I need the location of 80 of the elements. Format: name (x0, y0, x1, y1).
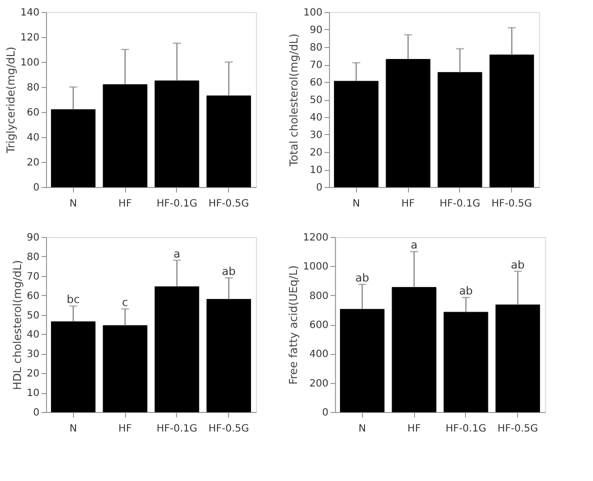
y-tick-label: 600 (309, 320, 328, 331)
bar (206, 298, 252, 412)
y-tick-label: 0 (316, 182, 322, 194)
y-tick-label: 1200 (303, 232, 328, 244)
bar (490, 54, 534, 188)
bar (154, 286, 200, 412)
y-tick-label: 100 (20, 58, 40, 68)
x-tick-label: N (69, 424, 77, 434)
y-axis-title: Free fatty acid(UEq/L) (287, 265, 300, 385)
x-tick-label: HF-0.1G (156, 198, 198, 210)
y-tick-label: 0 (33, 408, 40, 418)
y-tick-label: 40 (26, 330, 40, 341)
x-tick-label: HF (407, 424, 421, 434)
x-tick-label: HF-0.1G (446, 424, 486, 434)
y-tick-label: 100 (303, 8, 322, 18)
x-tick-label: N (352, 198, 360, 210)
y-tick-label: 80 (310, 42, 322, 54)
y-tick-label: 0 (33, 182, 40, 194)
annotation: ab (355, 271, 370, 284)
y-tick-label: 140 (20, 8, 40, 18)
bar (102, 325, 148, 412)
x-tick-label: N (69, 198, 77, 210)
x-tick-label: HF-0.5G (208, 424, 250, 434)
x-tick-label: N (358, 424, 366, 434)
x-tick-label: HF (401, 198, 415, 210)
bar (386, 59, 430, 188)
x-tick-label: HF-0.5G (492, 198, 532, 210)
bar (340, 308, 384, 412)
bar (50, 109, 96, 188)
y-tick-label: 20 (26, 368, 40, 380)
y-tick-label: 1000 (303, 262, 328, 273)
x-tick-label: HF (118, 198, 132, 210)
bar (392, 287, 436, 412)
y-tick-label: 30 (310, 130, 322, 141)
annotation: ab (510, 258, 525, 272)
annotation: ab (459, 284, 473, 298)
y-tick-label: 90 (26, 232, 40, 244)
y-axis-title: HDL cholesterol(mg/dL) (10, 260, 24, 390)
annotation: a (174, 247, 180, 260)
y-tick-label: 60 (310, 78, 322, 88)
y-tick-label: 80 (26, 252, 40, 263)
y-axis-title: Total cholesterol(mg/dL) (287, 34, 300, 168)
bar (334, 80, 378, 188)
y-tick-label: 60 (26, 108, 40, 118)
y-tick-label: 120 (20, 32, 40, 44)
y-tick-label: 90 (310, 25, 322, 36)
y-tick-label: 10 (310, 165, 322, 176)
y-tick-label: 70 (310, 60, 322, 71)
y-tick-label: 0 (322, 408, 328, 418)
bar (444, 312, 488, 412)
x-tick-label: HF-0.1G (156, 424, 198, 434)
y-tick-label: 50 (26, 310, 40, 322)
y-tick-label: 400 (309, 349, 328, 360)
bar (438, 72, 482, 188)
y-tick-label: 20 (310, 148, 322, 158)
y-tick-label: 80 (26, 82, 40, 94)
bar (102, 84, 148, 188)
y-tick-label: 200 (309, 378, 328, 390)
y-tick-label: 10 (26, 388, 40, 400)
x-tick-label: HF-0.5G (208, 198, 250, 210)
y-tick-label: 60 (26, 290, 40, 302)
x-tick-label: HF (118, 424, 132, 434)
bar (154, 80, 200, 188)
annotation: ab (222, 264, 236, 278)
y-tick-label: 70 (26, 271, 40, 282)
y-tick-label: 30 (26, 349, 40, 360)
bar (50, 321, 96, 412)
bar (496, 304, 540, 412)
y-tick-label: 20 (26, 158, 40, 168)
annotation: c (122, 296, 128, 309)
y-tick-label: 40 (26, 132, 40, 144)
annotation: bc (66, 293, 80, 306)
y-tick-label: 50 (310, 95, 322, 106)
annotation: a (410, 238, 418, 252)
y-tick-label: 800 (309, 290, 328, 302)
bar (206, 96, 252, 188)
y-tick-label: 40 (310, 112, 322, 124)
y-axis-title: Triglyceride(mg/dL) (4, 46, 18, 154)
x-tick-label: HF-0.5G (498, 424, 538, 434)
x-tick-label: HF-0.1G (440, 198, 480, 210)
